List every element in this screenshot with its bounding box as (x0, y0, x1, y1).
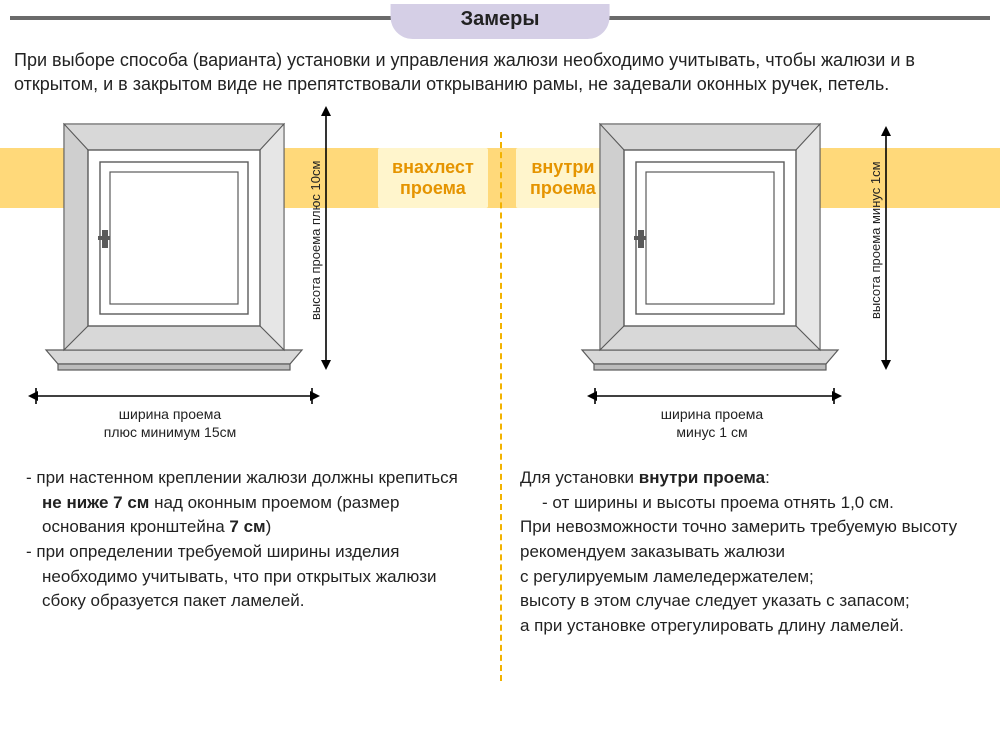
width-label-right: ширина проема минус 1 см (612, 406, 812, 441)
width-label-left-l1: ширина проема (119, 406, 221, 422)
intro-text: При выборе способа (варианта) установки … (14, 48, 986, 97)
width-label-right-l2: минус 1 см (676, 424, 747, 440)
height-label-right: высота проема минус 1см (868, 130, 883, 350)
width-label-left: ширина проема плюс минимум 15см (70, 406, 270, 441)
height-label-left: высота проема плюс 10см (308, 130, 323, 350)
page-title: Замеры (391, 4, 610, 39)
vertical-separator (500, 132, 502, 681)
instructions-right: Для установки внутри проема:- от ширины … (520, 466, 976, 638)
window-diagram-right (580, 118, 860, 378)
tag-overlap: внахлест проема (378, 148, 488, 208)
width-label-left-l2: плюс минимум 15см (104, 424, 236, 440)
window-diagram-left (44, 118, 324, 378)
width-label-right-l1: ширина проема (661, 406, 763, 422)
instructions-left: - при настенном креплении жалюзи должны … (26, 466, 466, 614)
